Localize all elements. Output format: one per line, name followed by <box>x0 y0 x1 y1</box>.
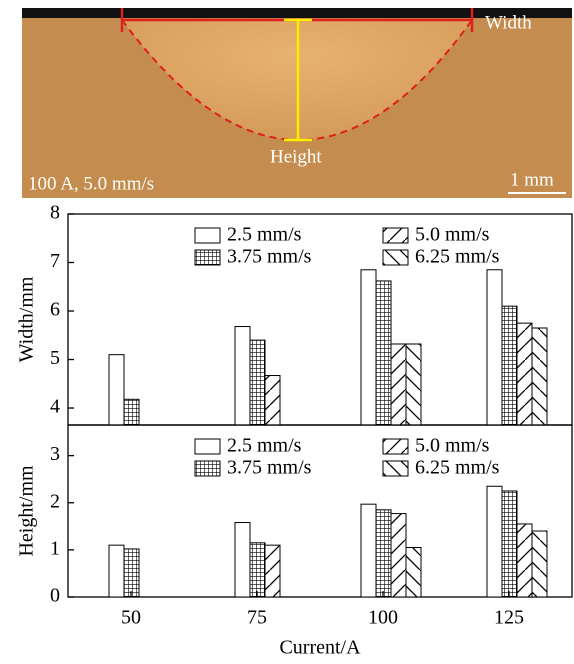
x-tick-label: 125 <box>494 607 524 629</box>
y-tick-label: 3 <box>50 443 60 465</box>
height-label: Height <box>270 146 322 167</box>
bar <box>376 510 391 597</box>
y-tick-label: 1 <box>50 537 60 559</box>
bar <box>517 524 532 597</box>
bar <box>124 399 139 425</box>
legend-label: 6.25 mm/s <box>415 246 500 268</box>
y-tick-label: 0 <box>50 585 60 607</box>
legend-swatch <box>195 250 220 265</box>
y-tick-label: 7 <box>50 250 60 272</box>
legend-label: 2.5 mm/s <box>227 435 302 457</box>
bar <box>109 355 124 425</box>
y-tick-label: 6 <box>50 299 60 321</box>
bar <box>250 543 265 597</box>
x-axis-label: Current/A <box>279 637 361 659</box>
bar <box>487 270 502 425</box>
bar <box>406 548 421 597</box>
legend-swatch <box>383 228 408 243</box>
scale-bar-label: 1 mm <box>510 169 554 190</box>
legend-swatch <box>195 228 220 243</box>
photo: Width Height 100 A, 5.0 mm/s 1 mm <box>22 8 572 198</box>
width-label: Width <box>485 12 532 33</box>
legend-label: 5.0 mm/s <box>415 224 490 246</box>
x-tick-label: 50 <box>121 607 141 629</box>
bar <box>406 344 421 425</box>
legend-swatch <box>383 250 408 265</box>
legend-swatch <box>383 439 408 454</box>
bar <box>265 376 280 425</box>
legend-label: 3.75 mm/s <box>227 246 312 268</box>
bar <box>124 549 139 597</box>
bar <box>235 523 250 597</box>
y-tick-label: 2 <box>50 490 60 512</box>
legend-swatch <box>195 439 220 454</box>
legend-label: 3.75 mm/s <box>227 457 312 479</box>
bar <box>502 306 517 425</box>
y-axis-label: Width/mm <box>16 276 38 362</box>
legend-swatch <box>195 461 220 476</box>
y-axis-label: Height/mm <box>16 465 38 557</box>
x-tick-label: 75 <box>247 607 267 629</box>
legend-label: 6.25 mm/s <box>415 457 500 479</box>
bar <box>250 340 265 425</box>
bar <box>109 545 124 597</box>
bar <box>235 327 250 425</box>
bar <box>391 514 406 597</box>
bar <box>487 486 502 597</box>
bar <box>361 270 376 425</box>
figure: Width Height 100 A, 5.0 mm/s 1 mm 4 5 6 7 8 W… <box>0 0 574 664</box>
y-tick-label: 5 <box>50 347 60 369</box>
legend-label: 2.5 mm/s <box>227 224 302 246</box>
legend-label: 5.0 mm/s <box>415 435 490 457</box>
bar <box>532 328 547 425</box>
bar <box>391 344 406 425</box>
legend-swatch <box>383 461 408 476</box>
bar <box>376 281 391 425</box>
bar <box>502 491 517 597</box>
bar <box>361 504 376 597</box>
bar <box>517 323 532 425</box>
y-tick-label: 4 <box>50 396 60 418</box>
bar <box>532 531 547 597</box>
y-tick-label: 8 <box>50 202 60 224</box>
bar <box>265 545 280 597</box>
x-tick-label: 100 <box>368 607 398 629</box>
caption: 100 A, 5.0 mm/s <box>28 173 154 194</box>
